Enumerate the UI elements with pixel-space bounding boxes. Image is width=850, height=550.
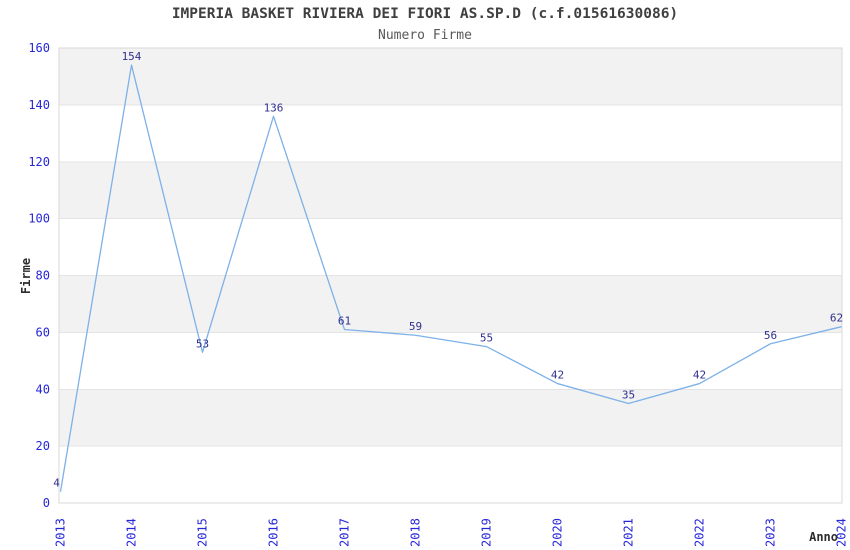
y-tick-label: 140 (28, 98, 50, 112)
data-point-label: 62 (830, 312, 843, 325)
y-tick-label: 80 (36, 269, 50, 283)
chart-title: IMPERIA BASKET RIVIERA DEI FIORI AS.SP.D… (172, 6, 678, 22)
x-tick-label: 2014 (125, 518, 139, 547)
y-tick-label: 0 (43, 496, 50, 510)
x-tick-label: 2021 (622, 518, 636, 547)
data-point-label: 55 (480, 332, 493, 345)
x-tick-label: 2020 (551, 518, 565, 547)
x-tick-label: 2022 (693, 518, 707, 547)
plot-band (59, 275, 842, 333)
data-point-label: 35 (622, 388, 635, 401)
y-tick-label: 20 (36, 439, 50, 453)
data-point-label: 136 (264, 101, 284, 114)
x-tick-label: 2015 (196, 518, 210, 547)
plot-border (58, 47, 843, 504)
series-line (59, 64, 842, 492)
x-tick-label: 2019 (480, 518, 494, 547)
chart-subtitle: Numero Firme (378, 28, 472, 43)
y-tick-label: 40 (36, 382, 50, 396)
data-point-label: 42 (551, 369, 564, 382)
data-point-label: 154 (122, 50, 142, 63)
x-tick-label: 2018 (409, 518, 423, 547)
x-axis-title: Anno (809, 530, 838, 544)
plot-area: 0 20 40 60 80 100 120 140 160 2013 2014 2015 2016 201… (28, 41, 848, 547)
data-point-label: 42 (693, 369, 706, 382)
data-point-label: 61 (338, 315, 351, 328)
x-tick-label: 2016 (267, 518, 281, 547)
x-tick-label: 2017 (338, 518, 352, 547)
y-axis-title: Firme (19, 258, 33, 294)
x-tick-label: 2024 (835, 518, 849, 547)
y-tick-label: 120 (28, 155, 50, 169)
y-tick-label: 100 (28, 212, 50, 226)
plot-band (59, 389, 842, 447)
plot-band (59, 48, 842, 105)
y-tick-label: 160 (28, 41, 50, 55)
data-point-label: 59 (409, 320, 422, 333)
x-tick-label: 2023 (764, 518, 778, 547)
y-tick-label: 60 (36, 325, 50, 339)
data-point-label: 56 (764, 329, 777, 342)
plot-band (59, 161, 842, 219)
data-point-label: 4 (53, 477, 60, 490)
data-point-label: 53 (196, 337, 209, 350)
x-tick-label: 2013 (54, 518, 68, 547)
